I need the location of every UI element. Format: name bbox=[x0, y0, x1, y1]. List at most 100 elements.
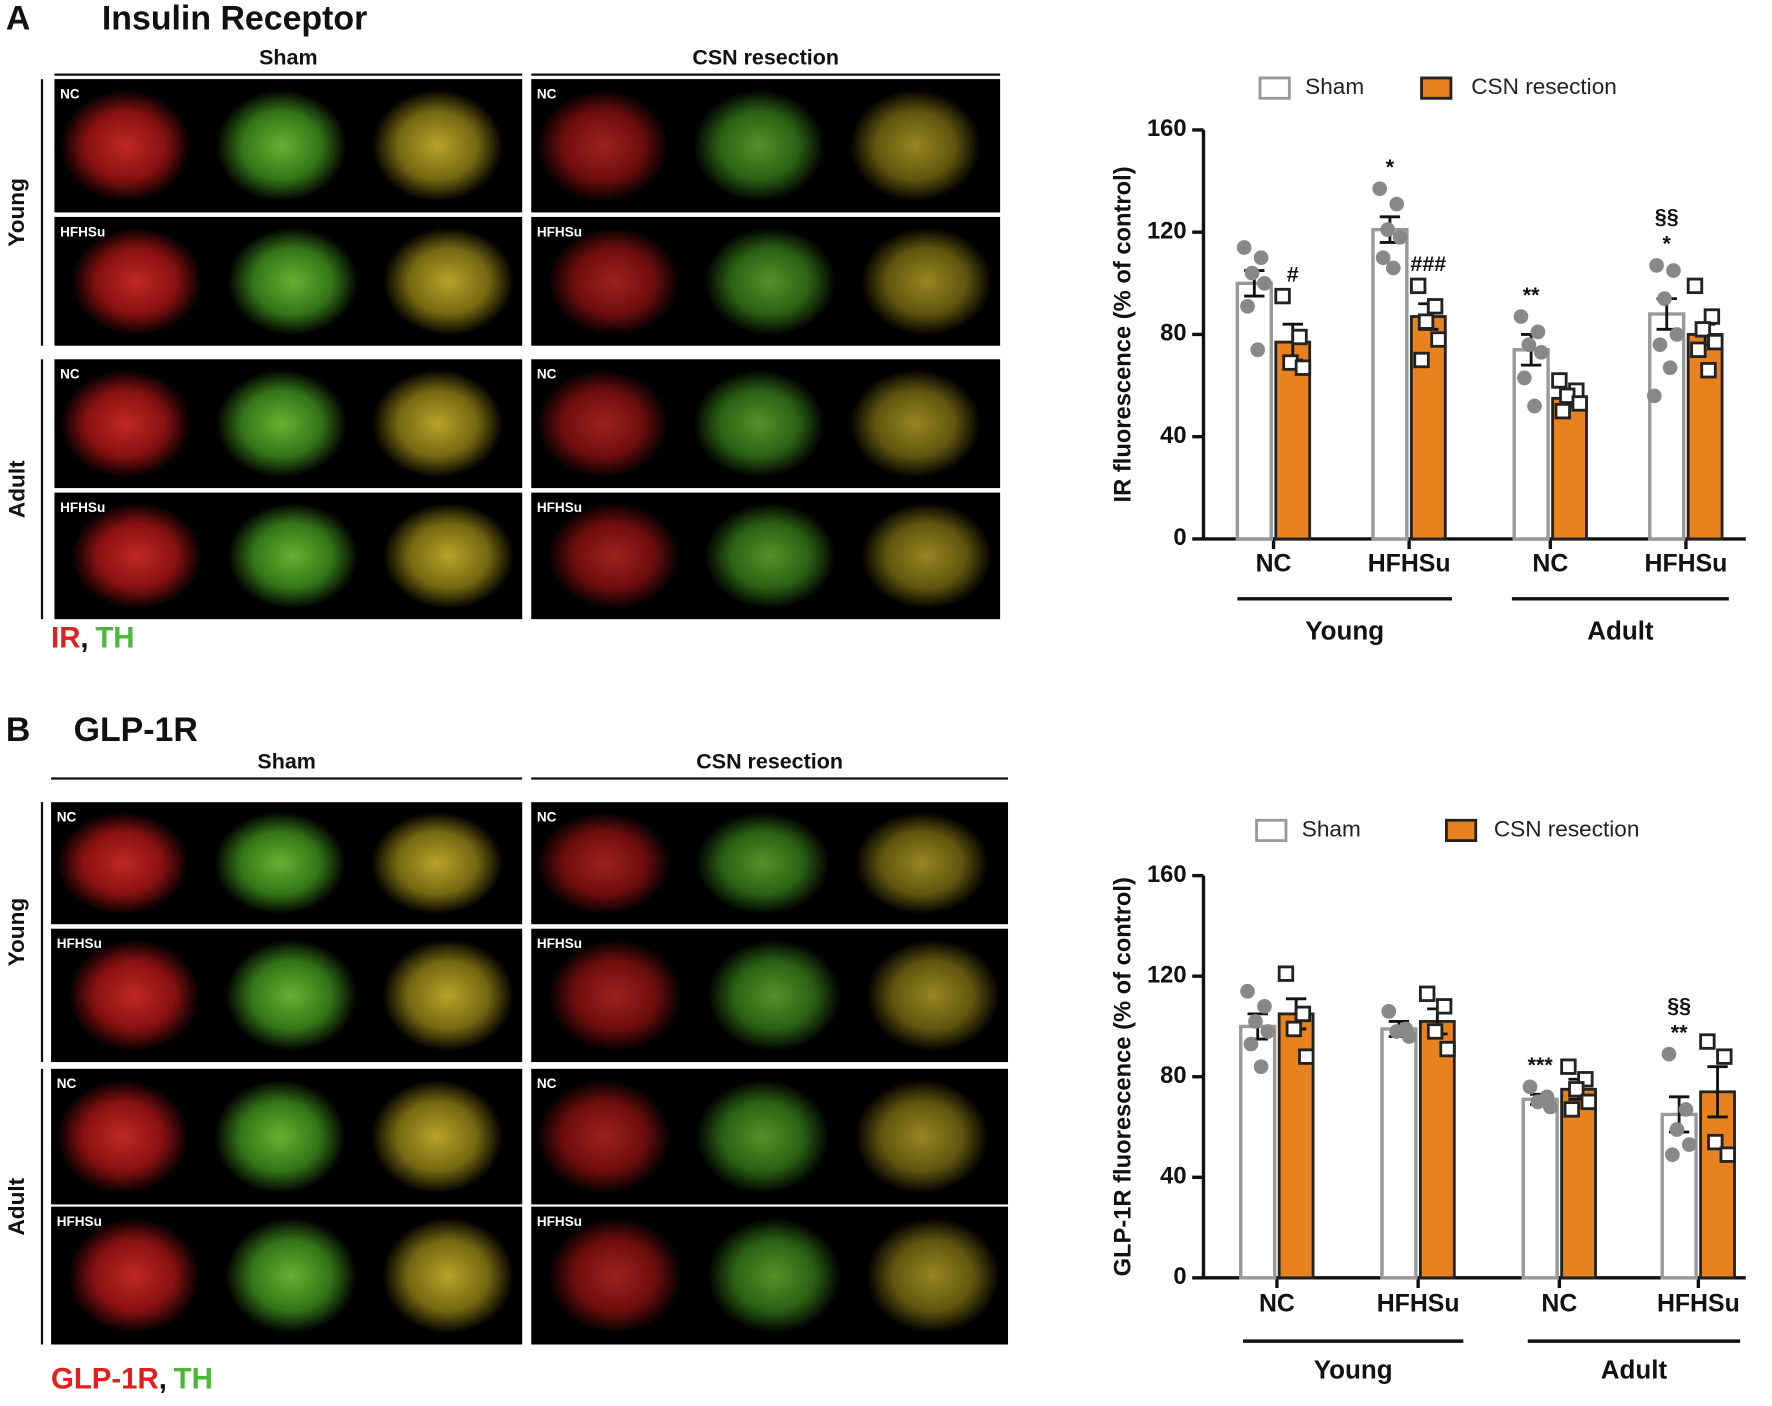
tissue-section bbox=[71, 502, 203, 610]
group-label: Adult bbox=[1587, 616, 1654, 646]
data-point bbox=[1392, 229, 1408, 245]
tissue-section bbox=[213, 1079, 346, 1194]
data-point bbox=[1274, 287, 1291, 305]
column-header: CSN resection bbox=[696, 749, 843, 773]
bar bbox=[1551, 396, 1588, 541]
y-tick-label: 120 bbox=[1147, 962, 1187, 988]
bar bbox=[1699, 1090, 1736, 1280]
tissue-section bbox=[866, 939, 1000, 1052]
column-header: Sham bbox=[257, 749, 315, 773]
bar bbox=[1419, 1020, 1456, 1280]
data-point bbox=[1413, 351, 1430, 369]
tissue-section bbox=[56, 1079, 189, 1194]
data-point bbox=[1522, 1079, 1538, 1095]
x-tick-label: HFHSu bbox=[1657, 1291, 1740, 1318]
stain-legend: IR, TH bbox=[51, 621, 134, 654]
group-label: Young bbox=[1314, 1354, 1393, 1384]
data-point bbox=[1439, 1040, 1456, 1058]
tissue-section bbox=[370, 1079, 503, 1194]
data-point bbox=[1533, 344, 1549, 360]
x-tick-label: HFHSu bbox=[1645, 550, 1728, 577]
tissue-section bbox=[860, 227, 993, 336]
tissue-section bbox=[693, 89, 825, 202]
data-point bbox=[1260, 1024, 1276, 1039]
tissue-section bbox=[707, 1217, 841, 1334]
row-label: Adult bbox=[4, 460, 29, 518]
x-tick-label: HFHSu bbox=[1368, 550, 1451, 577]
bar bbox=[1380, 1027, 1418, 1280]
data-point bbox=[1551, 372, 1568, 389]
data-point bbox=[1554, 402, 1571, 420]
stain-name: IR bbox=[51, 621, 80, 654]
data-point bbox=[1294, 359, 1312, 376]
data-point bbox=[1517, 370, 1532, 386]
image-label: HFHSu bbox=[57, 1214, 102, 1229]
tissue-section bbox=[227, 227, 359, 336]
group-label: Young bbox=[1305, 616, 1384, 646]
image-label: NC bbox=[60, 367, 80, 382]
tissue-section bbox=[537, 811, 671, 915]
tissue-section bbox=[370, 811, 503, 915]
data-point bbox=[1244, 265, 1260, 281]
image-label: NC bbox=[60, 86, 80, 101]
x-tick-label: NC bbox=[1259, 1291, 1295, 1318]
data-point bbox=[1669, 327, 1685, 342]
significance-mark: # bbox=[1287, 262, 1299, 286]
image-label: HFHSu bbox=[537, 500, 582, 515]
tissue-section bbox=[548, 502, 680, 610]
legend-swatch bbox=[1258, 76, 1291, 100]
stain-name: TH bbox=[95, 621, 134, 654]
data-point bbox=[1681, 1137, 1697, 1152]
data-point bbox=[1652, 337, 1668, 353]
data-point bbox=[1694, 321, 1712, 338]
tissue-section bbox=[225, 1217, 358, 1334]
legend-label: Sham bbox=[1302, 816, 1361, 841]
data-point bbox=[1716, 1048, 1733, 1065]
tissue-section bbox=[216, 369, 348, 478]
panel-label: B bbox=[6, 711, 30, 749]
tissue-section bbox=[536, 89, 669, 202]
y-tick-label: 0 bbox=[1173, 525, 1186, 551]
tissue-section bbox=[536, 369, 669, 478]
image-label: HFHSu bbox=[57, 936, 102, 951]
tissue-section bbox=[371, 89, 503, 202]
x-tick-label: NC bbox=[1256, 550, 1292, 577]
significance-mark: * bbox=[1663, 232, 1672, 256]
stain-name: GLP-1R bbox=[51, 1362, 159, 1395]
significance-mark: * bbox=[1386, 155, 1395, 179]
legend-swatch bbox=[1420, 76, 1453, 100]
data-point bbox=[1513, 309, 1529, 324]
tissue-section bbox=[855, 811, 989, 915]
tissue-section bbox=[548, 227, 680, 336]
significance-mark: ** bbox=[1671, 1020, 1688, 1044]
tissue-section bbox=[225, 939, 358, 1052]
image-label: HFHSu bbox=[60, 500, 105, 515]
significance-mark: ** bbox=[1523, 283, 1540, 307]
data-point bbox=[1285, 1020, 1303, 1038]
y-tick-label: 40 bbox=[1160, 1164, 1186, 1190]
data-point bbox=[1435, 998, 1453, 1015]
tissue-section bbox=[849, 369, 981, 478]
data-point bbox=[1253, 1059, 1269, 1075]
y-tick-label: 160 bbox=[1147, 116, 1187, 142]
data-point bbox=[1426, 1023, 1444, 1040]
significance-mark: §§ bbox=[1655, 205, 1679, 229]
data-point bbox=[1248, 1014, 1263, 1029]
data-point bbox=[1240, 983, 1255, 999]
column-header: Sham bbox=[259, 45, 317, 69]
x-tick-label: NC bbox=[1541, 1291, 1577, 1318]
data-point bbox=[1417, 313, 1435, 330]
data-point bbox=[1389, 1024, 1405, 1039]
data-point bbox=[1657, 291, 1672, 306]
image-label: HFHSu bbox=[537, 1214, 582, 1229]
y-tick-label: 120 bbox=[1147, 218, 1187, 244]
tissue-section bbox=[548, 1217, 682, 1334]
legend-label: CSN resection bbox=[1494, 816, 1640, 841]
image-label: HFHSu bbox=[60, 224, 105, 239]
data-point bbox=[1401, 1029, 1417, 1044]
image-label: HFHSu bbox=[537, 936, 582, 951]
bar bbox=[1371, 227, 1409, 541]
y-tick-label: 160 bbox=[1147, 862, 1187, 888]
tissue-section bbox=[382, 939, 515, 1052]
bar bbox=[1409, 315, 1447, 541]
